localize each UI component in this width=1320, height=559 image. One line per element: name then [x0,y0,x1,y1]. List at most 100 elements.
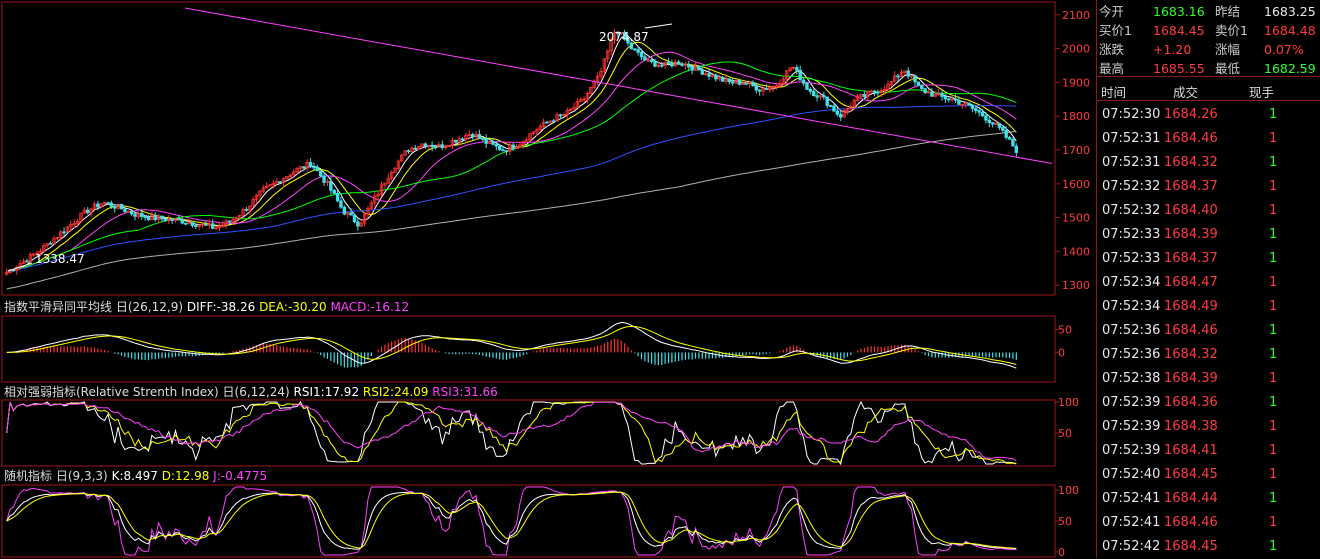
candle [636,49,640,53]
candle [768,87,772,90]
candle [957,99,961,105]
candle [781,78,786,84]
trade-row[interactable]: 07:52:32 1684.37 1 [1097,175,1320,199]
candle [524,139,529,142]
trade-price: 1684.37 [1164,179,1218,194]
trade-row[interactable]: 07:52:39 1684.38 1 [1097,415,1320,439]
candle [579,98,583,103]
candle [261,187,266,192]
quote-panel: 今开 1683.16 昨结 1683.25 买价1 1684.45 卖价1 1684.48 涨跌… [1096,0,1320,558]
candle [859,94,863,97]
indicator-tick-label: 0 [1058,546,1065,558]
candle [1007,137,1012,140]
candle [535,129,539,133]
candle [59,231,63,238]
candle [484,138,488,144]
candle [133,213,137,217]
candle [153,214,157,221]
candle [491,141,495,145]
candle [487,141,492,144]
candle [305,162,309,169]
trade-row[interactable]: 07:52:39 1684.41 1 [1097,439,1320,463]
candle [173,218,178,221]
candle [872,90,877,93]
quote-value: 1683.25 [1264,4,1316,19]
trade-row[interactable]: 07:52:36 1684.46 1 [1097,319,1320,343]
trade-volume: 1 [1269,443,1278,458]
candle [771,85,775,89]
candle [518,144,522,148]
candle [21,260,26,265]
trendline[interactable] [184,7,1053,165]
macd-panel: 50 0 [6,321,1072,369]
trade-time: 07:52:34 [1102,275,1161,290]
trade-price: 1684.45 [1164,467,1218,482]
candle [984,115,988,121]
trade-row[interactable]: 07:52:40 1684.45 1 [1097,463,1320,487]
candle [876,91,880,94]
trade-time: 07:52:42 [1102,539,1161,554]
trade-row[interactable]: 07:52:38 1684.39 1 [1097,367,1320,391]
candle [207,223,211,226]
candle [508,144,512,152]
trade-time: 07:52:39 [1102,419,1161,434]
candle [845,107,850,111]
candle [217,225,222,229]
candle [501,149,505,152]
trade-volume: 1 [1269,275,1278,290]
candle [862,94,867,97]
chart-area[interactable]: 1300 1400 1500 1600 1700 1800 1900 2000 2100 207… [0,0,1096,558]
candle [312,166,316,169]
trade-row[interactable]: 07:52:34 1684.47 1 [1097,271,1320,295]
moving-average-lines [6,34,1017,290]
candle [930,91,934,97]
trade-row[interactable]: 07:52:39 1684.36 1 [1097,391,1320,415]
candle [52,238,56,245]
quote-value: 1682.59 [1264,61,1316,76]
kdj-line [6,491,1017,550]
trade-row[interactable]: 07:52:31 1684.46 1 [1097,127,1320,151]
trade-row[interactable]: 07:52:34 1684.49 1 [1097,295,1320,319]
candle [994,123,998,125]
candle [764,88,769,90]
candle [295,167,299,173]
candle [626,38,630,44]
indicator-tick-label: 0 [1058,346,1065,359]
candle [950,98,954,101]
trade-price: 1684.37 [1164,251,1218,266]
candle [974,108,978,112]
candle [369,202,374,209]
trade-row[interactable]: 07:52:30 1684.26 1 [1097,103,1320,127]
candle [633,48,637,51]
low-label: 1338.47 [35,252,85,266]
trade-time: 07:52:41 [1102,491,1161,506]
candle [454,139,458,143]
candle [660,64,664,67]
trade-row[interactable]: 07:52:36 1684.32 1 [1097,343,1320,367]
candle [146,216,151,221]
trade-row[interactable]: 07:52:41 1684.44 1 [1097,487,1320,511]
trade-time: 07:52:36 [1102,323,1161,338]
trade-row[interactable]: 07:52:33 1684.39 1 [1097,223,1320,247]
trade-row[interactable]: 07:52:31 1684.32 1 [1097,151,1320,175]
candle [302,166,306,169]
trade-row[interactable]: 07:52:42 1684.45 1 [1097,535,1320,559]
trade-volume: 1 [1269,131,1278,146]
trade-row[interactable]: 07:52:41 1684.46 1 [1097,511,1320,535]
trade-price: 1684.39 [1164,227,1218,242]
candle [717,76,721,80]
trade-time: 07:52:41 [1102,515,1161,530]
candle [936,93,941,96]
price-tick-label: 2000 [1062,43,1090,56]
candle [572,107,576,110]
candle [808,88,813,92]
candlesticks[interactable] [4,28,1019,276]
candle [129,210,134,215]
candle [582,98,586,101]
candle [359,222,363,227]
trade-row[interactable]: 07:52:32 1684.40 1 [1097,199,1320,223]
candle [160,215,164,220]
trade-row[interactable]: 07:52:33 1684.37 1 [1097,247,1320,271]
candle [737,79,742,85]
candle [69,224,73,228]
